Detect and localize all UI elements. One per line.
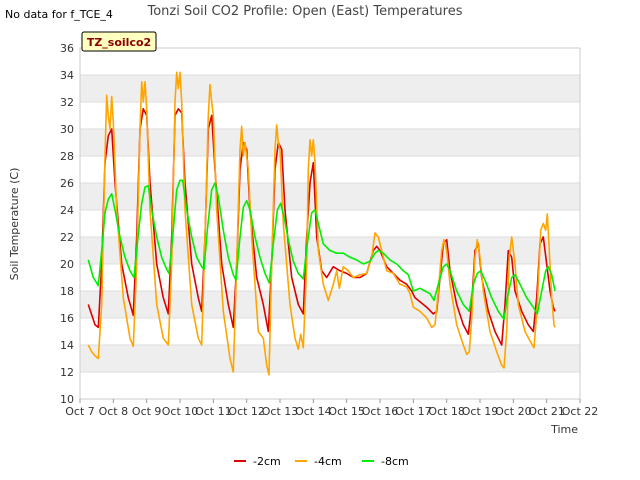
y-tick-label: 30: [60, 123, 74, 136]
x-tick-label: Oct 22: [562, 405, 599, 418]
y-tick-label: 20: [60, 258, 74, 271]
legend-label: -4cm: [314, 455, 342, 468]
grid-band: [80, 48, 580, 75]
series-line-8cmcm-2: [87, 179, 556, 321]
x-tick-label: Oct 21: [528, 405, 565, 418]
grid-band: [80, 156, 580, 183]
x-tick-label: Oct 8: [99, 405, 129, 418]
y-tick-label: 16: [60, 312, 74, 325]
x-axis-label: Time: [550, 423, 578, 436]
x-tick-label: Oct 20: [495, 405, 532, 418]
grid-band: [80, 183, 580, 210]
y-axis-ticks: 10 12 14 16 18 20 22 24 26 28 30 32 34 36: [60, 42, 74, 406]
grid-band: [80, 264, 580, 291]
chart-title: Tonzi Soil CO2 Profile: Open (East) Temp…: [146, 4, 462, 19]
site-badge-label: TZ_soilco2: [87, 36, 151, 49]
legend-label: -8cm: [381, 455, 409, 468]
x-tick-label: Oct 18: [428, 405, 465, 418]
x-tick-label: Oct 17: [395, 405, 432, 418]
y-tick-label: 34: [60, 69, 74, 82]
y-tick-label: 18: [60, 285, 74, 298]
grid-band: [80, 372, 580, 399]
x-tick-label: Oct 10: [162, 405, 199, 418]
x-tick-label: Oct 13: [262, 405, 299, 418]
x-tick-label: Oct 19: [462, 405, 499, 418]
y-tick-label: 36: [60, 42, 74, 55]
site-badge-box: [81, 31, 157, 52]
y-tick-label: 22: [60, 231, 74, 244]
grid-band: [80, 129, 580, 156]
y-tick-label: 28: [60, 150, 74, 163]
series-lines: [87, 71, 556, 376]
x-tick-label: Oct 16: [362, 405, 399, 418]
y-tick-label: 32: [60, 96, 74, 109]
site-badge: TZ_soilco2: [81, 31, 157, 52]
y-tick-label: 12: [60, 366, 74, 379]
no-data-note: No data for f_TCE_4: [5, 8, 113, 21]
x-tick-label: Oct 12: [228, 405, 265, 418]
x-tick-label: Oct 14: [295, 405, 332, 418]
grid-band: [80, 75, 580, 102]
grid-band: [80, 318, 580, 345]
x-tick-label: Oct 11: [195, 405, 232, 418]
plot-area-frame: [79, 47, 581, 400]
y-tick-label: 10: [60, 393, 74, 406]
y-tick-label: 26: [60, 177, 74, 190]
y-axis-label: Soil Temperature (C): [8, 168, 21, 281]
x-tick-label: Oct 15: [328, 405, 365, 418]
grid-band: [80, 102, 580, 129]
grid-band: [80, 210, 580, 237]
legend-label: -2cm: [253, 455, 281, 468]
x-tick-label: Oct 7: [65, 405, 95, 418]
x-tick-label: Oct 9: [132, 405, 162, 418]
y-tick-label: 24: [60, 204, 74, 217]
series-line-4cmcm-1: [87, 71, 556, 376]
y-tick-label: 14: [60, 339, 74, 352]
legend: -2cm -4cm -8cm: [234, 455, 409, 468]
